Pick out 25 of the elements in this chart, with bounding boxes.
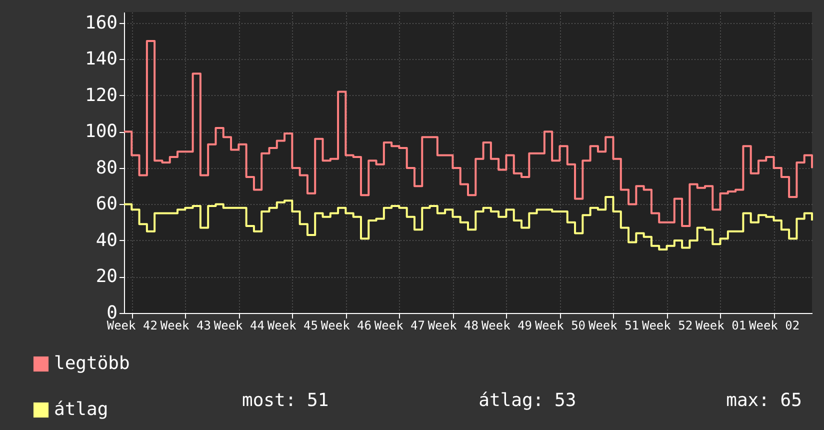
y-tick-label: 20 xyxy=(96,266,118,288)
y-tick-label: 80 xyxy=(96,157,118,178)
x-tick-label: Week 46 xyxy=(320,318,372,332)
y-tick-label: 60 xyxy=(96,194,118,215)
text: most: 51 xyxy=(242,390,329,411)
x-tick-label: Week 51 xyxy=(588,318,640,332)
text: max: 65 xyxy=(726,390,802,411)
y-tick-label: 120 xyxy=(84,84,118,106)
x-tick-label: Week 45 xyxy=(267,318,318,332)
x-tick-label: Week 50 xyxy=(534,318,586,332)
text: átlag: 53 xyxy=(478,390,576,411)
legend-label: átlag xyxy=(54,399,108,420)
x-tick-label: Week 43 xyxy=(160,318,211,332)
x-tick-label: Week 01 xyxy=(695,318,746,332)
y-tick-label: 100 xyxy=(84,121,118,142)
x-tick-label: Week 02 xyxy=(748,318,800,332)
x-tick-label: Week 44 xyxy=(214,318,264,332)
legend-label: legtöbb xyxy=(54,353,130,374)
x-tick-label: Week 49 xyxy=(481,318,532,332)
y-tick-label: 40 xyxy=(96,230,118,251)
x-tick-label: Week 47 xyxy=(374,318,425,332)
x-tick-label: Week 48 xyxy=(428,318,478,332)
y-tick-label: 140 xyxy=(84,48,118,70)
y-tick-label: 160 xyxy=(84,12,118,34)
x-tick-label: Week 52 xyxy=(642,318,693,332)
